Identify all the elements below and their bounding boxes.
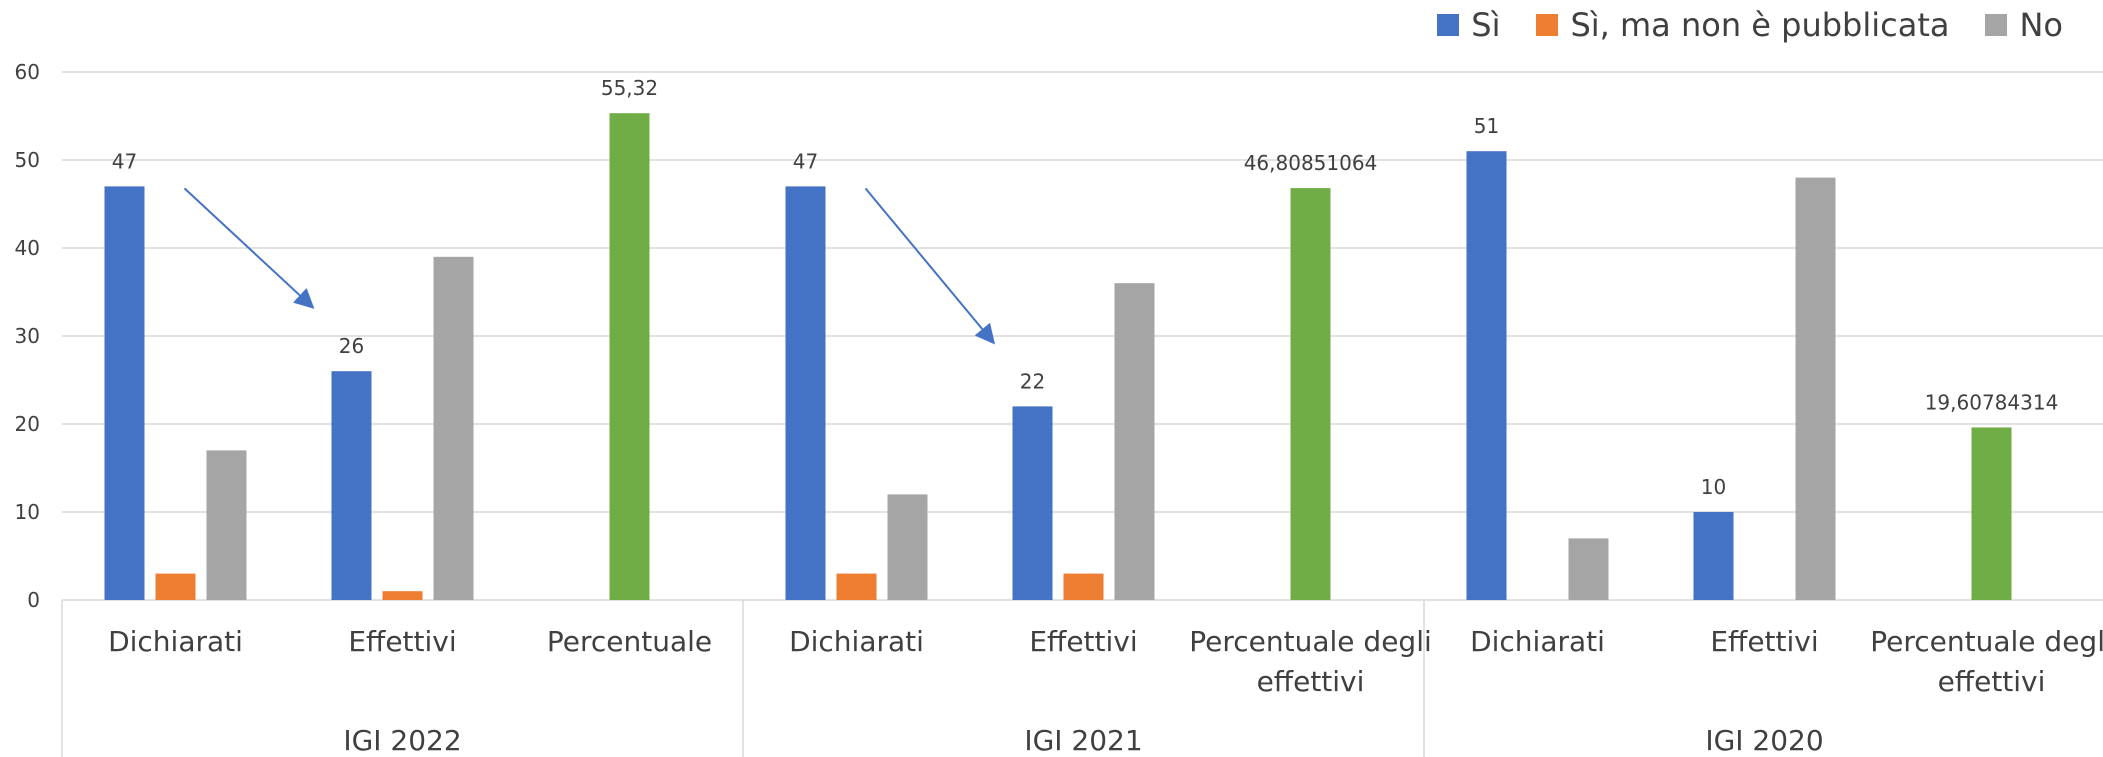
data-label-si-1-0: 47 bbox=[793, 149, 818, 173]
y-tick-label-60: 60 bbox=[15, 60, 40, 84]
category-label-1-1-0: Effettivi bbox=[1029, 625, 1137, 658]
group-label-0: IGI 2022 bbox=[343, 724, 461, 757]
bar-igi-2021-percentuale-degli-effettivi-percentuale bbox=[1290, 188, 1331, 600]
group-label-2: IGI 2020 bbox=[1705, 724, 1823, 757]
category-label-0-0-0: Dichiarati bbox=[108, 625, 243, 658]
data-label-si-2-1: 10 bbox=[1701, 475, 1726, 499]
y-tick-label-0: 0 bbox=[27, 588, 40, 612]
bar-igi-2022-dichiarati-no bbox=[206, 450, 247, 600]
category-label-1-2-1: effettivi bbox=[1257, 665, 1365, 698]
category-label-0-1-0: Effettivi bbox=[348, 625, 456, 658]
chart-legend: Sì Sì, ma non è pubblicata No bbox=[1437, 6, 2063, 44]
legend-label-si: Sì bbox=[1471, 6, 1501, 44]
category-label-2-2-1: effettivi bbox=[1938, 665, 2046, 698]
data-label-si-1-1: 22 bbox=[1020, 369, 1045, 393]
legend-label-no: No bbox=[2019, 6, 2063, 44]
y-tick-label-20: 20 bbox=[15, 412, 40, 436]
bar-igi-2022-effettivi-no bbox=[433, 256, 474, 600]
bar-igi-2021-dichiarati-si bbox=[785, 186, 826, 600]
bar-igi-2022-dichiarati-si_non_pubblicata bbox=[155, 573, 196, 600]
data-label-percentuale-0-2: 55,32 bbox=[601, 76, 658, 100]
bar-igi-2020-effettivi-no bbox=[1795, 177, 1836, 600]
bar-igi-2022-effettivi-si bbox=[331, 371, 372, 600]
bar-igi-2020-dichiarati-si bbox=[1466, 151, 1507, 600]
category-label-2-0-0: Dichiarati bbox=[1470, 625, 1605, 658]
legend-label-si-non-pubblicata: Sì, ma non è pubblicata bbox=[1570, 6, 1950, 44]
legend-item-no: No bbox=[1985, 6, 2063, 44]
data-label-percentuale-1-2: 46,80851064 bbox=[1244, 151, 1378, 175]
y-tick-label-10: 10 bbox=[15, 500, 40, 524]
legend-item-si-non-pubblicata: Sì, ma non è pubblicata bbox=[1536, 6, 1949, 44]
y-tick-label-40: 40 bbox=[15, 236, 40, 260]
data-label-si-0-0: 47 bbox=[112, 149, 137, 173]
bar-igi-2020-effettivi-si bbox=[1693, 512, 1734, 600]
bar-igi-2021-effettivi-si_non_pubblicata bbox=[1063, 573, 1104, 600]
bar-igi-2022-effettivi-si_non_pubblicata bbox=[382, 591, 423, 600]
group-label-1: IGI 2021 bbox=[1024, 724, 1142, 757]
data-label-si-0-1: 26 bbox=[339, 334, 364, 358]
legend-swatch-si-non-pubblicata bbox=[1536, 14, 1559, 36]
category-label-2-2-0: Percentuale degli bbox=[1870, 625, 2103, 658]
data-label-si-2-0: 51 bbox=[1474, 114, 1499, 138]
bar-igi-2021-dichiarati-si_non_pubblicata bbox=[836, 573, 877, 600]
bar-igi-2021-effettivi-no bbox=[1114, 283, 1155, 600]
category-label-1-2-0: Percentuale degli bbox=[1189, 625, 1432, 658]
bar-igi-2020-dichiarati-no bbox=[1568, 538, 1609, 600]
category-label-0-2-0: Percentuale bbox=[547, 625, 712, 658]
data-label-percentuale-2-2: 19,60784314 bbox=[1925, 390, 2059, 414]
legend-swatch-si bbox=[1437, 14, 1460, 36]
trend-arrow-0 bbox=[183, 187, 315, 309]
bar-igi-2022-percentuale-percentuale bbox=[609, 113, 650, 601]
bar-igi-2021-effettivi-si bbox=[1012, 406, 1053, 600]
bar-igi-2020-percentuale-degli-effettivi-percentuale bbox=[1971, 427, 2012, 600]
legend-swatch-no bbox=[1985, 14, 2008, 36]
category-label-1-0-0: Dichiarati bbox=[789, 625, 924, 658]
y-tick-label-50: 50 bbox=[15, 148, 40, 172]
legend-item-si: Sì bbox=[1437, 6, 1500, 44]
bar-igi-2022-dichiarati-si bbox=[104, 186, 145, 600]
category-label-2-1-0: Effettivi bbox=[1710, 625, 1818, 658]
y-tick-label-30: 30 bbox=[15, 324, 40, 348]
bar-igi-2021-dichiarati-no bbox=[887, 494, 928, 600]
trend-arrow-1 bbox=[864, 187, 996, 345]
